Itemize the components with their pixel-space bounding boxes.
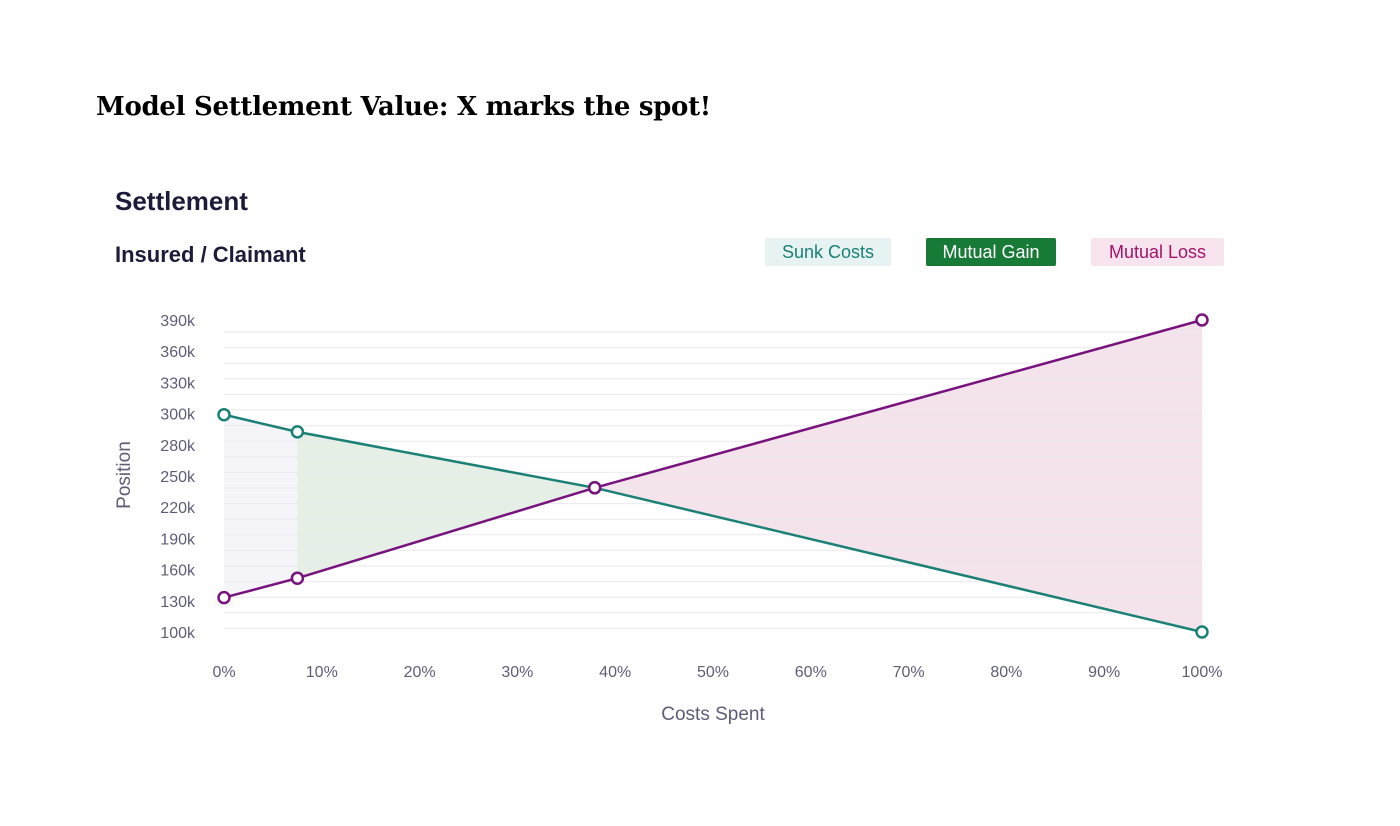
region-sunk-costs [224, 414, 298, 598]
x-tick-label: 100% [1182, 664, 1223, 681]
y-axis-ticks: 390k 360k 330k 300k 280k 250k 220k 190k 160k 130k… [160, 313, 196, 642]
x-tick-label: 50% [697, 664, 729, 681]
data-point-claimant [290, 571, 305, 585]
x-tick-label: 20% [404, 664, 436, 681]
x-tick-label: 60% [795, 664, 827, 681]
y-tick-label: 330k [160, 375, 196, 392]
region-mutual-loss [594, 320, 1202, 632]
y-tick-label: 100k [160, 625, 196, 642]
legend-mutual-loss[interactable]: Mutual Loss [1091, 238, 1224, 266]
chart-subtitle: Insured / Claimant [115, 242, 306, 267]
data-point-insured [1195, 625, 1209, 639]
series-line-claimant [223, 318, 1203, 599]
y-tick-label: 160k [160, 563, 196, 580]
legend-sunk-costs[interactable]: Sunk Costs [765, 238, 891, 266]
x-axis-ticks: 0% 10% 20% 30% 40% 50% 60% 70% 80% 90% 100% [212, 664, 1222, 681]
y-tick-label: 190k [160, 531, 196, 548]
x-tick-label: 90% [1088, 664, 1120, 681]
x-tick-label: 80% [990, 664, 1022, 681]
y-tick-label: 390k [160, 313, 196, 330]
x-tick-label: 70% [893, 664, 925, 681]
slide-title: Model Settlement Value: X marks the spot… [96, 92, 711, 122]
y-axis-label: Position [114, 441, 135, 509]
y-tick-label: 250k [160, 469, 196, 486]
data-point-insured [290, 425, 305, 439]
y-tick-label: 220k [160, 500, 196, 517]
x-tick-label: 40% [599, 664, 631, 681]
chart-title: Settlement [115, 186, 248, 216]
series-lines [223, 318, 1203, 634]
x-tick-label: 10% [306, 664, 338, 681]
x-axis-label: Costs Spent [661, 704, 765, 725]
y-tick-label: 360k [160, 344, 196, 361]
data-point-claimant [1195, 313, 1209, 327]
legend-mutual-gain[interactable]: Mutual Gain [926, 238, 1056, 266]
y-tick-label: 130k [160, 594, 196, 611]
y-tick-label: 300k [160, 407, 196, 424]
data-point-claimant [217, 590, 231, 605]
x-tick-label: 30% [501, 664, 533, 681]
region-mutual-gain [297, 431, 595, 579]
series-points [217, 313, 1209, 639]
y-tick-label: 280k [160, 438, 196, 455]
chart-gridlines [224, 331, 1202, 629]
data-point-insured [217, 407, 231, 422]
chart-regions [224, 320, 1202, 632]
x-tick-label: 0% [212, 664, 235, 681]
series-line-insured [223, 413, 1203, 634]
data-point-claimant [587, 481, 602, 495]
